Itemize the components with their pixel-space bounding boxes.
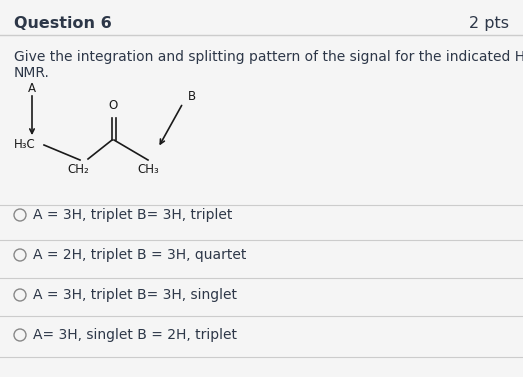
Text: A= 3H, singlet B = 2H, triplet: A= 3H, singlet B = 2H, triplet [33, 328, 237, 342]
Text: 2 pts: 2 pts [469, 16, 509, 31]
Text: A: A [28, 82, 36, 95]
Text: A = 3H, triplet B= 3H, triplet: A = 3H, triplet B= 3H, triplet [33, 208, 232, 222]
Text: B: B [188, 90, 196, 103]
Text: Question 6: Question 6 [14, 16, 112, 31]
Text: A = 3H, triplet B= 3H, singlet: A = 3H, triplet B= 3H, singlet [33, 288, 237, 302]
Text: O: O [108, 99, 118, 112]
Text: H₃C: H₃C [14, 138, 36, 152]
Text: A = 2H, triplet B = 3H, quartet: A = 2H, triplet B = 3H, quartet [33, 248, 246, 262]
Text: Give the integration and splitting pattern of the signal for the indicated Hs in: Give the integration and splitting patte… [14, 50, 523, 64]
Text: CH₃: CH₃ [137, 163, 159, 176]
Text: NMR.: NMR. [14, 66, 50, 80]
Text: CH₂: CH₂ [67, 163, 89, 176]
